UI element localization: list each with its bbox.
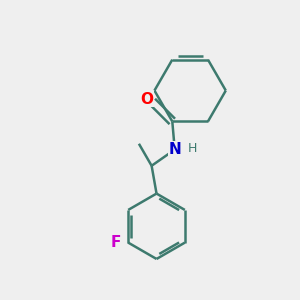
Text: H: H (188, 142, 197, 155)
Text: O: O (140, 92, 154, 106)
Text: N: N (168, 142, 181, 157)
Text: F: F (110, 235, 121, 250)
